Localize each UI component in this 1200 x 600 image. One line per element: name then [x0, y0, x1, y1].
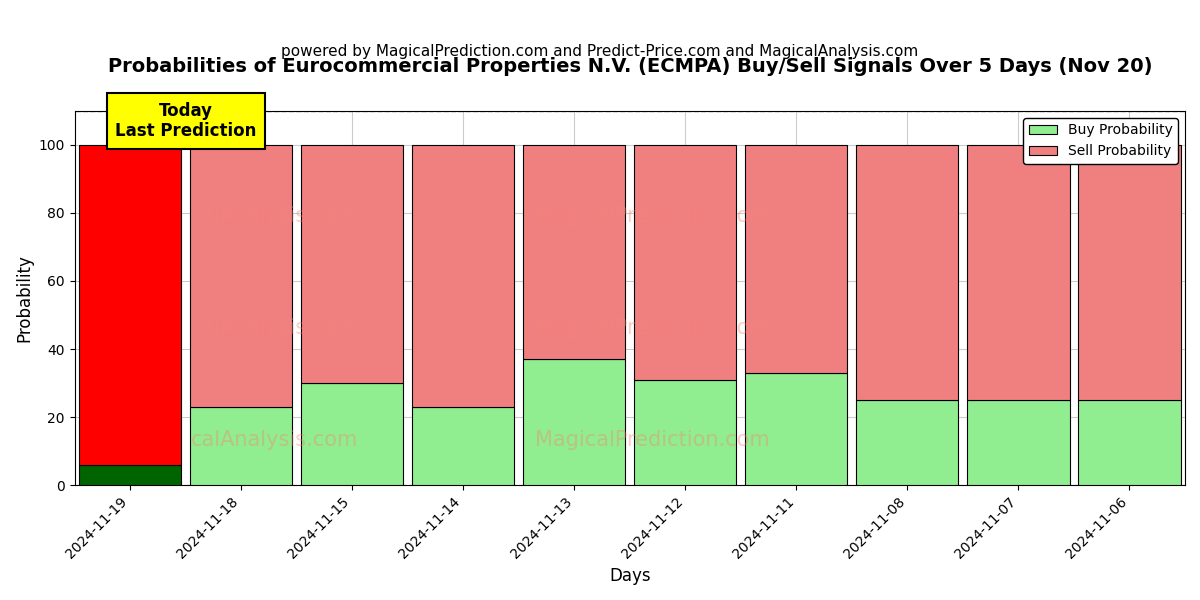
Text: MagicalPrediction.com: MagicalPrediction.com: [535, 206, 769, 226]
Bar: [635, 145, 737, 380]
Legend: Buy Probability, Sell Probability: Buy Probability, Sell Probability: [1024, 118, 1178, 164]
Text: calAnalysis.com: calAnalysis.com: [191, 430, 358, 450]
Title: Probabilities of Eurocommercial Properties N.V. (ECMPA) Buy/Sell Signals Over 5 : Probabilities of Eurocommercial Properti…: [108, 57, 1152, 76]
X-axis label: Days: Days: [610, 567, 650, 585]
Bar: [79, 145, 181, 464]
Text: calAnalysis.com: calAnalysis.com: [191, 318, 358, 338]
Bar: [190, 145, 293, 407]
Text: MagicalPrediction.com: MagicalPrediction.com: [535, 318, 769, 338]
Text: calAnalysis.com: calAnalysis.com: [191, 206, 358, 226]
Bar: [857, 145, 959, 400]
Bar: [301, 145, 403, 383]
Text: powered by MagicalPrediction.com and Predict-Price.com and MagicalAnalysis.com: powered by MagicalPrediction.com and Pre…: [281, 44, 919, 59]
Bar: [635, 380, 737, 485]
Text: MagicalPrediction.com: MagicalPrediction.com: [535, 430, 769, 450]
Bar: [523, 145, 625, 359]
Bar: [523, 359, 625, 485]
Bar: [745, 145, 847, 373]
Bar: [1079, 145, 1181, 400]
Bar: [967, 400, 1069, 485]
Bar: [190, 407, 293, 485]
Bar: [412, 407, 515, 485]
Bar: [745, 373, 847, 485]
Text: Today
Last Prediction: Today Last Prediction: [115, 101, 257, 140]
Y-axis label: Probability: Probability: [16, 254, 34, 342]
Bar: [412, 145, 515, 407]
Bar: [301, 383, 403, 485]
Bar: [79, 464, 181, 485]
Bar: [857, 400, 959, 485]
Bar: [1079, 400, 1181, 485]
Bar: [967, 145, 1069, 400]
